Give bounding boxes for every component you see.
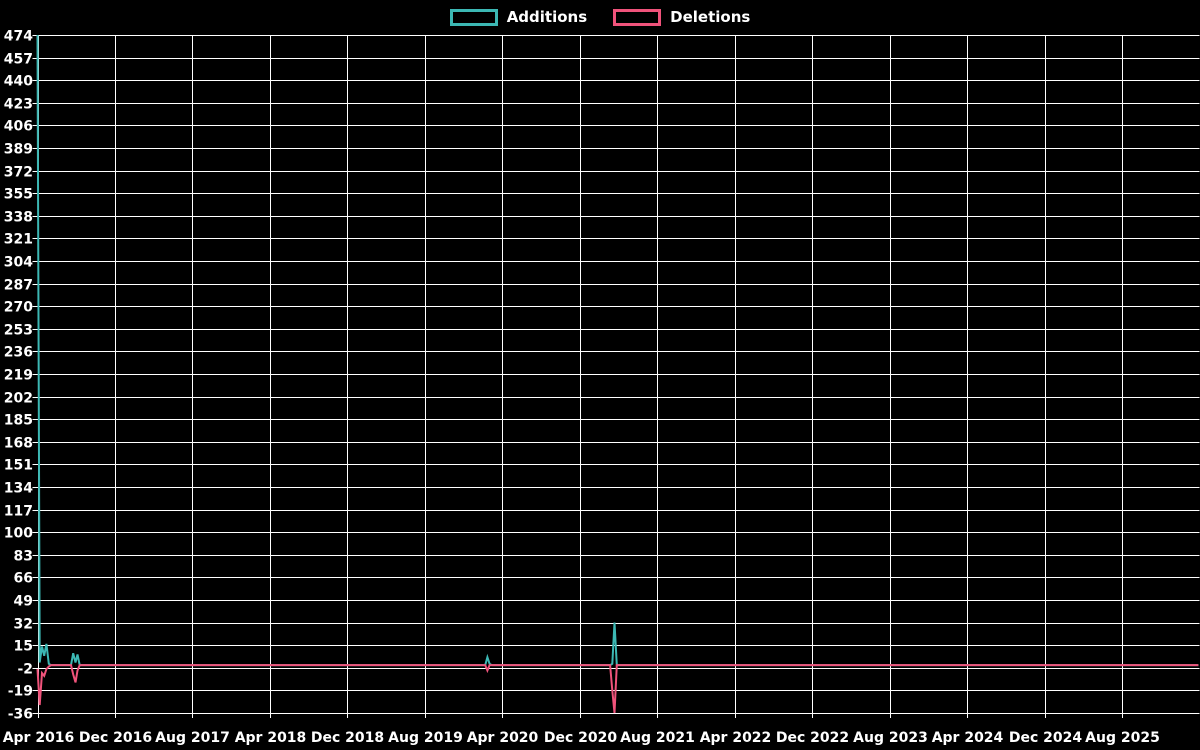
series-line-additions bbox=[36, 34, 1199, 667]
x-tick-label: Dec 2018 bbox=[311, 730, 384, 746]
x-tick-label: Aug 2025 bbox=[1085, 730, 1160, 746]
y-tick-label: 83 bbox=[14, 549, 33, 565]
y-tick-label: 406 bbox=[4, 119, 33, 135]
x-tick-label: Dec 2024 bbox=[1009, 730, 1083, 746]
x-tick-label: Dec 2016 bbox=[79, 730, 152, 746]
y-tick-label: 372 bbox=[4, 165, 33, 181]
y-tick-label: 236 bbox=[4, 345, 33, 361]
y-tick-label: -36 bbox=[8, 707, 33, 723]
y-tick-label: -2 bbox=[17, 662, 33, 678]
series-line-deletions bbox=[36, 664, 1199, 714]
x-tick-label: Apr 2020 bbox=[467, 730, 539, 746]
y-tick-label: 440 bbox=[4, 74, 33, 90]
y-tick-label: 15 bbox=[14, 639, 33, 655]
y-tick-label: 389 bbox=[4, 142, 33, 158]
x-tick-label: Dec 2022 bbox=[776, 730, 849, 746]
y-tick-label: 49 bbox=[14, 594, 33, 610]
y-tick-label: 253 bbox=[4, 323, 33, 339]
x-tick-label: Apr 2022 bbox=[700, 730, 772, 746]
y-tick-label: 32 bbox=[14, 617, 33, 633]
legend-item-deletions[interactable]: Deletions bbox=[613, 7, 751, 26]
y-tick-label: -19 bbox=[8, 684, 33, 700]
additions-swatch-icon bbox=[449, 8, 498, 26]
y-tick-label: 270 bbox=[4, 300, 33, 316]
x-tick-label: Dec 2020 bbox=[544, 730, 618, 746]
x-tick-label: Aug 2023 bbox=[853, 730, 928, 746]
x-tick-label: Aug 2017 bbox=[155, 730, 230, 746]
x-tick-label: Apr 2018 bbox=[235, 730, 307, 746]
y-tick-label: 185 bbox=[4, 413, 33, 429]
y-tick-label: 457 bbox=[4, 52, 33, 68]
x-tick-label: Apr 2024 bbox=[932, 730, 1004, 746]
legend-label-additions: Additions bbox=[506, 7, 588, 26]
y-tick-label: 423 bbox=[4, 97, 33, 113]
y-tick-label: 338 bbox=[4, 210, 33, 226]
y-tick-label: 100 bbox=[4, 526, 33, 542]
y-tick-label: 474 bbox=[4, 29, 33, 45]
y-tick-label: 134 bbox=[4, 481, 33, 497]
y-tick-label: 304 bbox=[4, 255, 33, 271]
y-tick-label: 219 bbox=[4, 368, 33, 384]
x-tick-label: Apr 2016 bbox=[3, 730, 75, 746]
y-tick-label: 66 bbox=[14, 571, 33, 587]
chart-legend: Additions Deletions bbox=[0, 5, 1200, 29]
y-tick-label: 355 bbox=[4, 187, 33, 203]
legend-item-additions[interactable]: Additions bbox=[449, 7, 588, 26]
legend-label-deletions: Deletions bbox=[670, 7, 751, 26]
y-tick-label: 287 bbox=[4, 278, 33, 294]
y-tick-label: 202 bbox=[4, 391, 33, 407]
x-tick-label: Aug 2021 bbox=[620, 730, 695, 746]
y-tick-label: 168 bbox=[4, 436, 33, 452]
y-tick-label: 321 bbox=[4, 232, 33, 248]
y-tick-label: 151 bbox=[4, 458, 33, 474]
x-tick-label: Aug 2019 bbox=[388, 730, 463, 746]
y-tick-label: 117 bbox=[4, 504, 33, 520]
deletions-swatch-icon bbox=[613, 8, 662, 26]
